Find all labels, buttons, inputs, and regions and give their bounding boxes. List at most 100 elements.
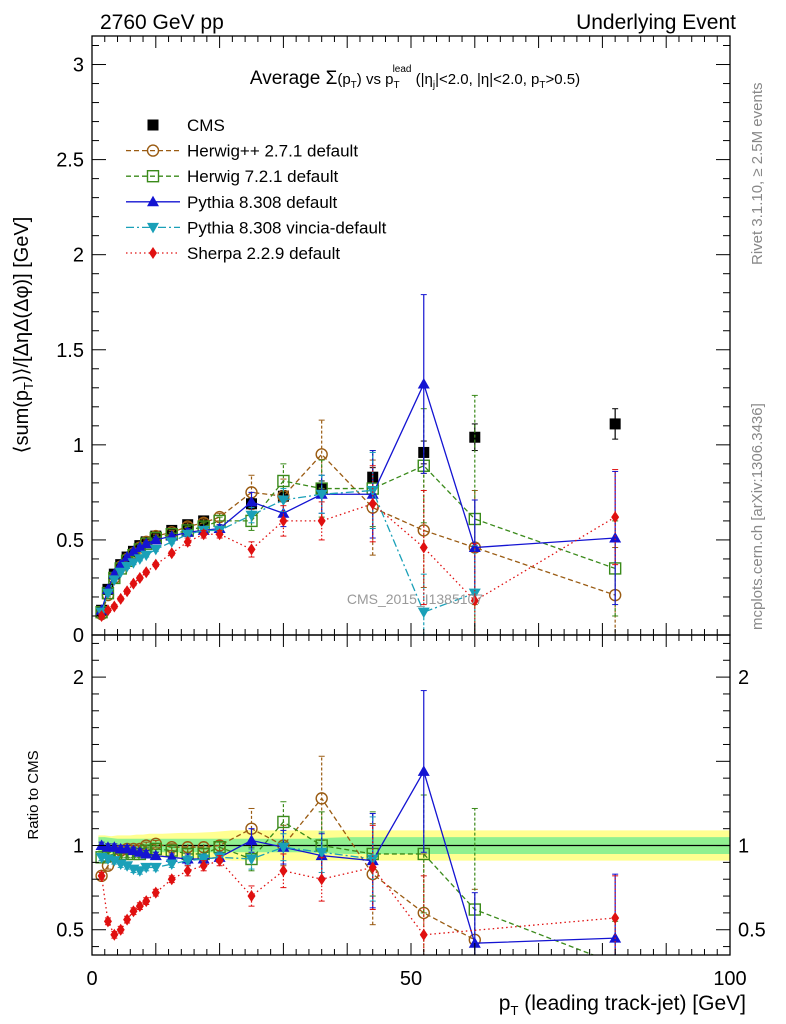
ratio-point-pythia-8-308-default xyxy=(245,834,258,845)
main-point-sherpa-2-2-9-default xyxy=(611,511,620,524)
main-point-pythia-8-308-default xyxy=(133,541,146,553)
legend-label: CMS xyxy=(187,116,225,135)
rivet-label: Rivet 3.1.10, ≥ 2.5M events xyxy=(749,83,766,266)
main-y-tick-label: 0.5 xyxy=(56,530,84,552)
x-tick-label: 0 xyxy=(86,968,97,990)
main-point-pythia-8-308-vincia-default xyxy=(114,567,127,579)
main-point-sherpa-2-2-9-default xyxy=(151,558,160,571)
main-line-pythia-8-308-default xyxy=(100,382,616,611)
ratio-y-tick-label: 0.5 xyxy=(56,920,84,942)
ratio-point-sherpa-2-2-9-default xyxy=(151,886,160,899)
ratio-axes: 0.5 0.5 1 1 2 2 0 50 100 xyxy=(56,635,766,990)
ratio-point-sherpa-2-2-9-default xyxy=(116,923,125,936)
ratio-point-pythia-8-308-vincia-default xyxy=(165,859,178,871)
ratio-point-sherpa-2-2-9-default xyxy=(97,869,106,882)
ratio-point-pythia-8-308-vincia-default xyxy=(315,847,328,859)
ratio-point-sherpa-2-2-9-default xyxy=(368,861,377,874)
main-point-herwig-7-2-1-default xyxy=(277,474,290,488)
ratio-point-pythia-8-308-vincia-default xyxy=(149,862,162,874)
legend-label: Herwig++ 2.7.1 default xyxy=(187,142,358,161)
ratio-point-sherpa-2-2-9-default xyxy=(135,900,144,913)
legend-entry-herwig-7-2-1-default: Herwig 7.2.1 default xyxy=(126,167,338,186)
ratio-y-tick-label: 2 xyxy=(73,667,84,689)
title-paren-open: ( xyxy=(337,71,342,88)
legend-entry-cms: CMS xyxy=(147,116,225,135)
title-paren-close: ) xyxy=(357,71,362,88)
ratio-point-sherpa-2-2-9-default xyxy=(142,895,151,908)
title-p1: p xyxy=(342,71,350,88)
main-point-pythia-8-308-default xyxy=(149,533,162,545)
legend-marker xyxy=(146,144,160,157)
main-point-pythia-8-308-default xyxy=(468,541,481,553)
main-point-pythia-8-308-vincia-default xyxy=(101,588,114,600)
legend-entry-herwig-2-7-1-default: Herwig++ 2.7.1 default xyxy=(126,142,358,161)
main-y-tick-label: 1.5 xyxy=(56,340,84,362)
main-axes: 0 0.5 1 1.5 2 2.5 3 xyxy=(56,36,731,647)
main-point-sherpa-2-2-9-default xyxy=(135,571,144,584)
title-tail2: |<2.0, |η|<2.0, p xyxy=(435,71,539,88)
main-line-herwig-2-7-1-default xyxy=(100,453,616,615)
ratio-series-sherpa-2-2-9-default xyxy=(97,824,620,955)
main-plot-panel: 00.511.522.53 Average Σ(pT) vs pTlead (|… xyxy=(11,35,731,647)
main-point-pythia-8-308-vincia-default xyxy=(315,489,328,501)
ratio-point-pythia-8-308-vincia-default xyxy=(181,856,194,867)
ratio-point-sherpa-2-2-9-default xyxy=(103,915,112,928)
main-point-sherpa-2-2-9-default xyxy=(199,528,208,541)
main-point-pythia-8-308-default xyxy=(277,507,290,518)
main-y-tick-label: 2.5 xyxy=(56,150,84,172)
legend: CMS Herwig++ 2.7.1 default Herwig 7.2.1 de… xyxy=(126,116,387,263)
legend-marker xyxy=(149,247,157,259)
main-point-sherpa-2-2-9-default xyxy=(368,497,377,510)
ratio-data-layer xyxy=(95,690,730,955)
ratio-y-tick-label: 1 xyxy=(73,836,84,858)
legend-label: Pythia 8.308 vincia-default xyxy=(187,218,387,237)
main-point-pythia-8-308-vincia-default xyxy=(417,607,430,619)
main-point-sherpa-2-2-9-default xyxy=(129,577,138,590)
main-y-tick-label: 2 xyxy=(73,245,84,267)
ratio-point-sherpa-2-2-9-default xyxy=(110,928,119,941)
main-point-pythia-8-308-vincia-default xyxy=(127,558,140,569)
main-y-tick-label: 3 xyxy=(73,55,84,77)
legend-entry-sherpa-2-2-9-default: Sherpa 2.2.9 default xyxy=(126,244,340,263)
main-point-pythia-8-308-vincia-default xyxy=(277,495,290,506)
main-data-layer xyxy=(95,294,622,635)
ratio-point-sherpa-2-2-9-default xyxy=(279,864,288,877)
legend-marker xyxy=(147,119,159,131)
xlabel-p: p xyxy=(499,992,511,1015)
main-point-pythia-8-308-vincia-default xyxy=(149,544,162,556)
legend-entry-pythia-8-308-default: Pythia 8.308 default xyxy=(126,193,338,212)
legend-label: Herwig 7.2.1 default xyxy=(187,167,338,186)
main-point-pythia-8-308-vincia-default xyxy=(133,554,146,565)
ratio-y-tick-label-right: 1 xyxy=(738,836,749,858)
ratio-point-pythia-8-308-default xyxy=(609,932,622,943)
main-point-sherpa-2-2-9-default xyxy=(97,609,106,622)
ratio-point-pythia-8-308-vincia-default xyxy=(277,842,290,854)
main-point-pythia-8-308-vincia-default xyxy=(181,529,194,541)
legend-label: Pythia 8.308 default xyxy=(187,193,338,212)
legend-marker xyxy=(147,222,159,234)
ratio-point-sherpa-2-2-9-default xyxy=(129,905,138,918)
ratio-point-pythia-8-308-vincia-default xyxy=(245,854,258,865)
ylabel-part-a: ⟨sum(p xyxy=(11,390,33,453)
main-point-sherpa-2-2-9-default xyxy=(470,594,479,607)
main-y-tick-label: 0 xyxy=(73,625,84,647)
ratio-point-pythia-8-308-default xyxy=(417,765,430,776)
title-mid: vs xyxy=(362,71,385,88)
main-point-pythia-8-308-default xyxy=(127,545,140,556)
ratio-point-pythia-8-308-default xyxy=(149,849,162,861)
main-point-pythia-8-308-vincia-default xyxy=(366,485,379,497)
x-tick-label: 100 xyxy=(713,968,746,990)
legend-marker xyxy=(146,169,160,183)
main-point-pythia-8-308-default xyxy=(609,532,622,543)
ratio-line-sherpa-2-2-9-default xyxy=(100,859,616,936)
main-point-sherpa-2-2-9-default xyxy=(215,528,224,541)
main-point-pythia-8-308-default xyxy=(245,495,258,507)
ratio-point-sherpa-2-2-9-default xyxy=(215,854,224,867)
x-axis-label: pT (leading track-jet) [GeV] xyxy=(499,992,746,1018)
xlabel-sub: T xyxy=(510,1003,518,1018)
ylabel-part-b: )⟩/[ΔηΔ(Δφ)] [GeV] xyxy=(11,217,33,382)
ratio-point-herwig-2-7-1-default xyxy=(315,792,328,805)
ratio-point-sherpa-2-2-9-default xyxy=(199,859,208,872)
ratio-point-sherpa-2-2-9-default xyxy=(317,873,326,886)
watermark: CMS_2015_I1385107 xyxy=(347,591,483,607)
